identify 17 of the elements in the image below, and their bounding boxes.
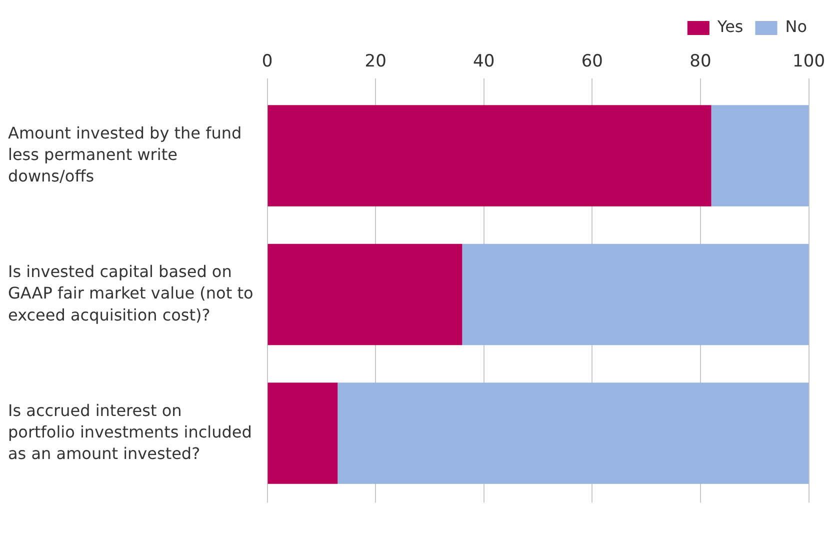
x-tick-label: 60 [581, 52, 603, 72]
x-tick-label: 20 [364, 52, 386, 72]
legend-label: No [785, 17, 808, 36]
bar [711, 105, 809, 206]
legend-label: Yes [716, 17, 744, 36]
x-tick-label: 80 [690, 52, 712, 72]
y-tick-label: Is invested capital based on GAAP fair market value (not to exceed acquisition cost)? [8, 262, 254, 324]
bar [338, 382, 809, 484]
bar [462, 244, 809, 346]
bar [268, 105, 712, 206]
y-tick-label: Is accrued interest on portfolio investments included as an amount invested? [8, 400, 252, 463]
bar [268, 244, 462, 346]
x-tick-label: 0 [262, 52, 273, 72]
x-tick-label: 40 [473, 52, 495, 72]
y-tick-label: Amount invested by the fund less permanent write downs/offs [8, 123, 242, 186]
bar [268, 382, 338, 484]
x-tick-label: 100 [792, 52, 826, 72]
